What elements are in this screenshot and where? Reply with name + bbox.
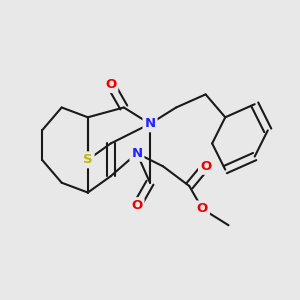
Text: S: S	[83, 153, 93, 166]
Text: O: O	[131, 199, 142, 212]
Text: O: O	[197, 202, 208, 215]
Text: N: N	[144, 117, 156, 130]
Text: O: O	[105, 78, 116, 91]
Text: O: O	[200, 160, 211, 173]
Text: N: N	[131, 147, 142, 160]
